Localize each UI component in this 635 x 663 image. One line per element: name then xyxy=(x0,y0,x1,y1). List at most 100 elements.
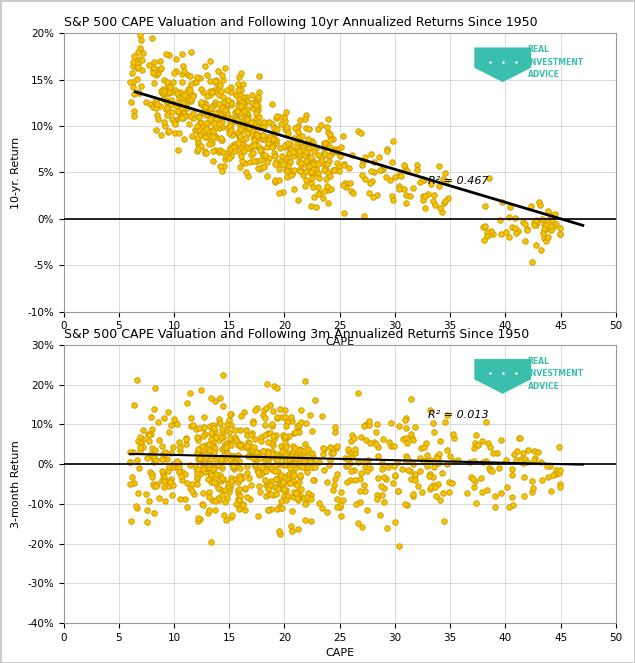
Point xyxy=(248,98,258,109)
Point xyxy=(551,219,561,230)
Point xyxy=(200,467,210,477)
Point xyxy=(394,420,404,431)
Point xyxy=(330,427,340,438)
Point xyxy=(497,197,507,208)
Point xyxy=(210,505,220,516)
Point xyxy=(211,431,221,442)
Point xyxy=(247,128,257,139)
Point xyxy=(229,145,239,156)
Point xyxy=(237,499,248,510)
Point xyxy=(177,76,187,87)
Point xyxy=(438,174,448,184)
Point xyxy=(290,470,300,481)
Point xyxy=(246,430,257,440)
Point xyxy=(544,461,554,471)
Point xyxy=(305,409,315,420)
Point xyxy=(265,132,275,143)
Point xyxy=(217,463,227,473)
Point xyxy=(401,500,411,511)
Point xyxy=(236,442,246,452)
Point xyxy=(314,188,324,198)
Point xyxy=(164,462,174,473)
Point xyxy=(236,124,246,135)
Point xyxy=(288,475,298,485)
Point xyxy=(258,121,269,131)
Point xyxy=(206,476,216,487)
Point xyxy=(202,109,212,119)
Point xyxy=(429,427,439,438)
Point xyxy=(262,452,272,463)
Point xyxy=(262,131,272,142)
Point xyxy=(518,472,528,483)
Point xyxy=(154,434,164,445)
Point xyxy=(242,109,252,120)
Point xyxy=(267,119,277,129)
Point xyxy=(394,170,404,180)
Point xyxy=(337,487,347,497)
Point xyxy=(352,126,363,137)
Point xyxy=(216,460,226,471)
Point xyxy=(232,106,242,117)
Point xyxy=(267,449,277,459)
Point xyxy=(171,88,182,99)
Point xyxy=(237,143,248,153)
Point xyxy=(482,231,492,241)
Point xyxy=(175,107,185,118)
Point xyxy=(218,75,228,86)
Point xyxy=(310,461,320,472)
Point xyxy=(240,158,250,168)
Point xyxy=(285,462,295,473)
Point xyxy=(230,106,240,117)
Point xyxy=(440,168,450,178)
Point xyxy=(386,440,396,451)
Point xyxy=(145,98,156,109)
Point xyxy=(269,174,279,185)
Point xyxy=(175,86,185,97)
Point xyxy=(258,446,268,456)
Point xyxy=(177,471,187,481)
Point xyxy=(217,452,227,462)
Point xyxy=(295,163,305,174)
Point xyxy=(194,111,204,122)
Point xyxy=(208,131,218,142)
Point xyxy=(208,430,218,441)
Point xyxy=(243,143,253,153)
Point xyxy=(306,156,316,166)
Point xyxy=(269,381,279,391)
Point xyxy=(208,130,218,141)
Point xyxy=(281,442,291,453)
Point xyxy=(341,182,351,192)
Point xyxy=(478,487,488,497)
Point xyxy=(281,433,291,444)
Point xyxy=(291,450,301,461)
Point xyxy=(270,151,280,161)
Point xyxy=(236,148,246,158)
Point xyxy=(173,105,183,116)
Point xyxy=(255,453,265,463)
Point xyxy=(223,112,233,123)
Point xyxy=(197,488,208,499)
Point xyxy=(199,107,209,117)
Point xyxy=(195,117,205,127)
Point xyxy=(196,453,206,463)
Point xyxy=(253,117,263,127)
Point xyxy=(440,416,450,427)
Point xyxy=(516,456,526,467)
Point xyxy=(426,454,436,465)
Point xyxy=(213,418,224,428)
Point xyxy=(347,450,357,461)
Point xyxy=(208,441,218,452)
Point xyxy=(263,505,273,515)
Point xyxy=(253,133,264,144)
Point xyxy=(415,177,425,188)
Point xyxy=(437,206,447,217)
Point xyxy=(274,112,284,123)
Point xyxy=(361,505,371,515)
Point xyxy=(222,493,232,504)
Point xyxy=(132,74,142,84)
Point xyxy=(295,416,305,427)
Point xyxy=(206,477,216,487)
Point xyxy=(299,450,309,461)
Point xyxy=(202,462,212,473)
Point xyxy=(308,182,318,192)
